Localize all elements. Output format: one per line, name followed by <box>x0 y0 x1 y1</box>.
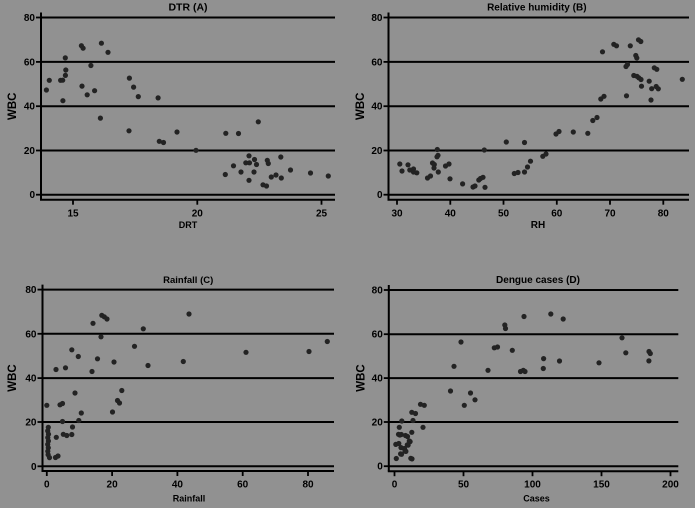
svg-text:200: 200 <box>662 480 679 491</box>
svg-text:80: 80 <box>371 13 383 24</box>
svg-text:0: 0 <box>392 480 398 491</box>
svg-text:50: 50 <box>498 209 510 220</box>
svg-text:60: 60 <box>237 480 249 491</box>
svg-text:60: 60 <box>25 329 37 340</box>
svg-text:Dengue cases (D): Dengue cases (D) <box>496 275 580 286</box>
svg-text:50: 50 <box>458 480 470 491</box>
svg-text:40: 40 <box>25 374 37 385</box>
svg-text:40: 40 <box>371 102 383 113</box>
svg-text:30: 30 <box>391 209 403 220</box>
svg-text:80: 80 <box>302 480 314 491</box>
svg-text:40: 40 <box>445 209 457 220</box>
svg-text:WBC: WBC <box>7 364 19 391</box>
svg-text:40: 40 <box>24 102 36 113</box>
svg-text:0: 0 <box>377 462 383 473</box>
svg-text:20: 20 <box>25 418 37 429</box>
svg-text:60: 60 <box>371 57 383 68</box>
svg-text:60: 60 <box>24 57 36 68</box>
svg-text:60: 60 <box>372 330 384 341</box>
svg-text:15: 15 <box>67 209 79 220</box>
svg-text:Rainfall: Rainfall <box>173 494 206 504</box>
svg-text:0: 0 <box>31 462 37 473</box>
svg-text:RH: RH <box>531 220 545 231</box>
svg-text:40: 40 <box>172 480 184 491</box>
svg-text:60: 60 <box>551 209 563 220</box>
svg-text:100: 100 <box>524 480 541 491</box>
svg-text:80: 80 <box>25 285 37 296</box>
svg-text:WBC: WBC <box>7 93 19 120</box>
svg-text:70: 70 <box>604 209 616 220</box>
svg-text:Cases: Cases <box>523 494 550 504</box>
svg-text:Relative humidity (B): Relative humidity (B) <box>487 3 586 14</box>
svg-text:20: 20 <box>371 146 383 157</box>
svg-text:80: 80 <box>658 209 670 220</box>
svg-text:DTR (A): DTR (A) <box>168 2 207 14</box>
svg-text:80: 80 <box>372 286 384 297</box>
svg-text:DRT: DRT <box>179 220 198 230</box>
svg-text:20: 20 <box>372 418 384 429</box>
svg-text:0: 0 <box>377 190 383 201</box>
svg-text:20: 20 <box>192 209 204 220</box>
svg-text:40: 40 <box>372 374 384 385</box>
svg-text:150: 150 <box>593 480 610 491</box>
svg-text:Rainfall (C): Rainfall (C) <box>163 275 213 286</box>
svg-text:0: 0 <box>44 480 50 491</box>
svg-text:0: 0 <box>29 190 35 201</box>
svg-text:20: 20 <box>107 480 119 491</box>
svg-text:25: 25 <box>316 209 328 220</box>
svg-text:WBC: WBC <box>355 93 367 120</box>
svg-text:20: 20 <box>24 146 36 157</box>
svg-text:WBC: WBC <box>355 364 367 391</box>
svg-text:80: 80 <box>24 13 36 24</box>
